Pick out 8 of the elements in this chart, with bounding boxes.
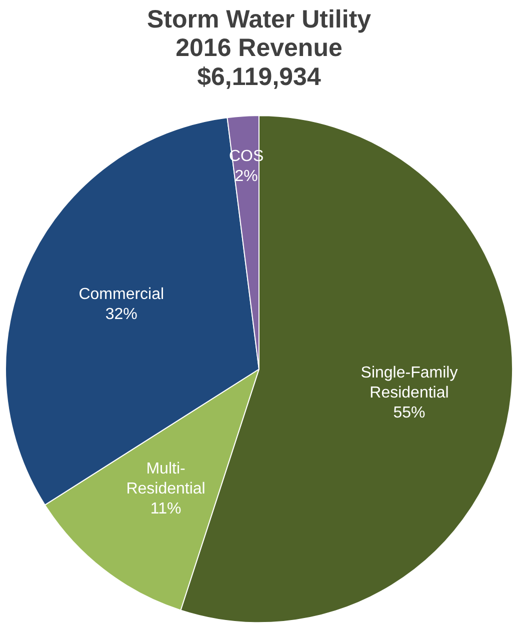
data-label: 11% (150, 500, 182, 518)
data-label: 55% (393, 404, 426, 422)
slice-label: Multi- Residential (126, 460, 206, 498)
chart-title: Storm Water Utility 2016 Revenue $6,119,934 (146, 5, 372, 91)
slice-label: Commercial (78, 286, 164, 303)
data-label: 32% (105, 306, 138, 323)
slice-label: Single-Family Residential (360, 364, 458, 402)
data-label: 2% (234, 168, 258, 186)
